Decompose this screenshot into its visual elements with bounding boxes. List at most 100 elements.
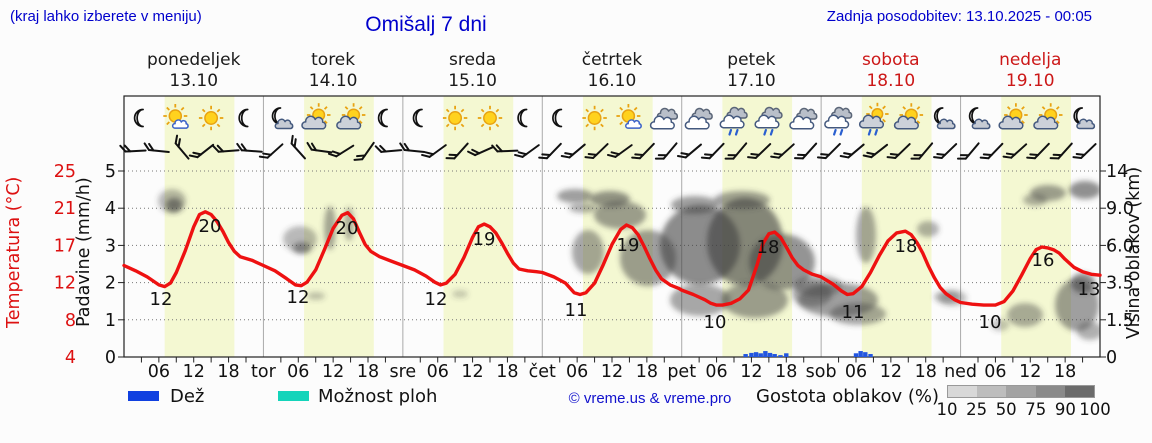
barb-flag [700,156,711,160]
day-date: 13.10 [169,71,219,91]
barb-flag [177,138,181,148]
barb-flag [727,154,738,157]
sun-cloud-small-icon [163,104,189,129]
barb-flag [1075,152,1086,156]
barb-staff [240,149,263,153]
menu-hint: (kraj lahko izberete v meniju) [10,8,202,25]
cloud-tick-label: 0 [1106,348,1117,368]
cloud-blob [714,191,770,209]
precip-tick-label: 3 [105,236,116,256]
x-hour-label: 12 [461,362,483,382]
cloud-density-scale-label: 25 [966,400,988,419]
barb-flag [750,152,761,156]
sun-cloud-rain-icon [858,102,889,136]
wind-barb [631,142,655,160]
x-hour-label: 18 [1054,362,1076,382]
barb-flag [445,157,456,160]
rain-bar [784,353,789,357]
wind-barb [862,143,889,159]
barb-staff [545,142,562,160]
cloud-density-scale-label: 50 [995,400,1017,419]
barb-flag [495,144,503,153]
cloud-density-scale-label: 90 [1054,400,1076,419]
cloud-tick-label: 14 [1106,162,1128,182]
barb-flag [379,144,387,153]
sun-cloud-icon [998,103,1028,130]
barb-flag [1005,152,1016,156]
cloud-tick-label: 3.5 [1106,274,1134,294]
x-day-abbrev: ned [944,362,977,382]
temp-tick-label: 8 [65,311,76,331]
clouds-icon [649,107,679,130]
barb-flag [956,157,967,160]
x-hour-label: 18 [775,362,797,382]
sun-cloud-icon [1033,103,1063,130]
cloud-blob [594,201,646,229]
wind-barb [306,141,333,154]
moon-cloud-icon [968,107,991,130]
temp-value-label: 12 [287,287,310,308]
wind-barb [584,143,609,159]
barb-flag [192,151,202,156]
wind-barb [290,134,306,160]
cloud-blob [293,242,311,254]
temp-tick-label: 25 [54,162,76,182]
rain-bar [772,354,777,357]
cloud-density-scale-label: 10 [936,400,958,419]
sun-icon [442,105,468,131]
rain-bar [767,352,773,357]
sun-cloud-icon [301,103,331,130]
sun-cloud-icon [893,103,924,130]
barb-staff [1080,143,1097,159]
barb-flag [538,156,548,160]
x-day-abbrev: pet [667,362,696,382]
wind-barb [353,141,375,161]
x-hour-label: 18 [496,362,518,382]
daylight-band [304,96,374,357]
day-date: 16.10 [587,71,637,91]
moon-cloud-icon [271,107,294,130]
rain-bar [868,354,873,357]
cloud-density-scale-label: 75 [1025,400,1047,419]
temp-tick-label: 21 [54,199,76,219]
barb-flag [399,142,406,151]
moon-icon [552,108,563,128]
barb-flag [331,150,342,155]
barb-flag [353,158,364,161]
rain-bar [749,352,754,357]
barb-flag [816,156,827,160]
moon-icon [517,108,528,128]
day-header-četrtek: četrtek 16.10 [542,50,681,92]
cloud-density-scale-cell [1035,386,1065,397]
rain-legend-label: Dež [170,386,205,407]
barb-flag [564,152,574,156]
day-header-nedelja: nedelja 19.10 [961,50,1100,92]
moon-cloud-icon [933,107,956,130]
x-hour-label: 06 [984,362,1006,382]
cloud-density-scale-cell [1064,386,1094,397]
barb-flag [240,143,248,152]
barb-flag [541,153,552,156]
barb-flag [773,152,784,156]
cloud-blob [452,290,468,298]
x-hour-label: 18 [915,362,937,382]
day-date: 18.10 [866,71,916,91]
cloud-blob [569,203,597,213]
barb-flag [148,142,155,152]
temp-tick-label: 4 [65,348,76,368]
cloud-density-scale-cell [948,386,978,397]
wind-barb [770,143,795,159]
barb-staff [568,143,586,159]
page-title: Omišalj 7 dni [365,13,487,36]
barb-flag [356,154,366,158]
rain-legend-swatch [128,391,159,401]
cloud-tick-label: 6.0 [1106,236,1134,256]
credit-link[interactable]: © vreme.us & vreme.pro [568,390,732,407]
cloud-layer [158,181,1100,340]
barb-flag [936,152,947,156]
x-day-abbrev: sre [390,362,417,382]
temp-value-label: 19 [473,229,496,250]
cloud-blob [917,221,939,237]
barb-flag [119,144,127,153]
